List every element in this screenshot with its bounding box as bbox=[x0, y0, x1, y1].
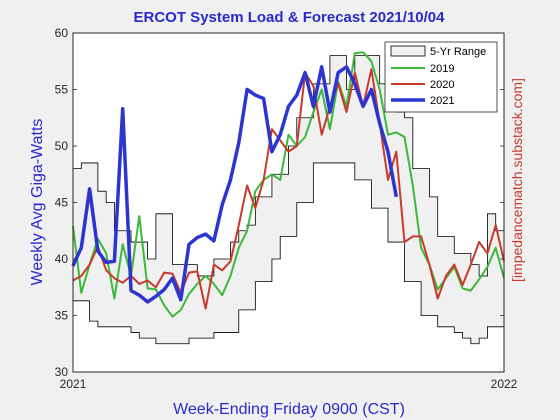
x-tick-label: 2022 bbox=[491, 377, 518, 391]
range-band-layer bbox=[73, 55, 505, 345]
legend-label-range: 5-Yr Range bbox=[430, 46, 486, 58]
legend: 5-Yr Range 2019 2020 2021 bbox=[384, 41, 498, 113]
x-tick-label: 2021 bbox=[60, 377, 87, 391]
y-axis: 30 35 40 45 50 55 60 bbox=[55, 26, 504, 379]
x-axis-label: Week-Ending Friday 0900 (CST) bbox=[173, 401, 405, 418]
range-band bbox=[73, 55, 504, 344]
y-axis-label: Weekly Avg Giga-Watts bbox=[29, 119, 46, 286]
y-tick-label: 40 bbox=[55, 252, 69, 266]
y-tick-label: 50 bbox=[55, 139, 69, 153]
y-tick-label: 30 bbox=[55, 365, 69, 379]
legend-label-2019: 2019 bbox=[430, 63, 454, 75]
y-tick-label: 35 bbox=[55, 309, 69, 323]
series-layer bbox=[71, 51, 505, 318]
legend-label-2021: 2021 bbox=[430, 95, 454, 107]
legend-label-2020: 2020 bbox=[430, 79, 454, 91]
y-tick-label: 45 bbox=[55, 196, 69, 210]
y-tick-label: 60 bbox=[55, 26, 69, 40]
chart-title: ERCOT System Load & Forecast 2021/10/04 bbox=[134, 9, 446, 26]
series-line-2021 bbox=[71, 65, 399, 304]
side-credit-label: [impedancematch.substack.com] bbox=[509, 78, 525, 282]
range-high-line bbox=[73, 55, 505, 277]
y-tick-label: 55 bbox=[55, 83, 69, 97]
series-line-2020 bbox=[72, 68, 505, 310]
legend-swatch-range bbox=[390, 45, 426, 57]
x-axis: 2021 2022 bbox=[60, 368, 518, 391]
range-low-line bbox=[73, 162, 504, 345]
